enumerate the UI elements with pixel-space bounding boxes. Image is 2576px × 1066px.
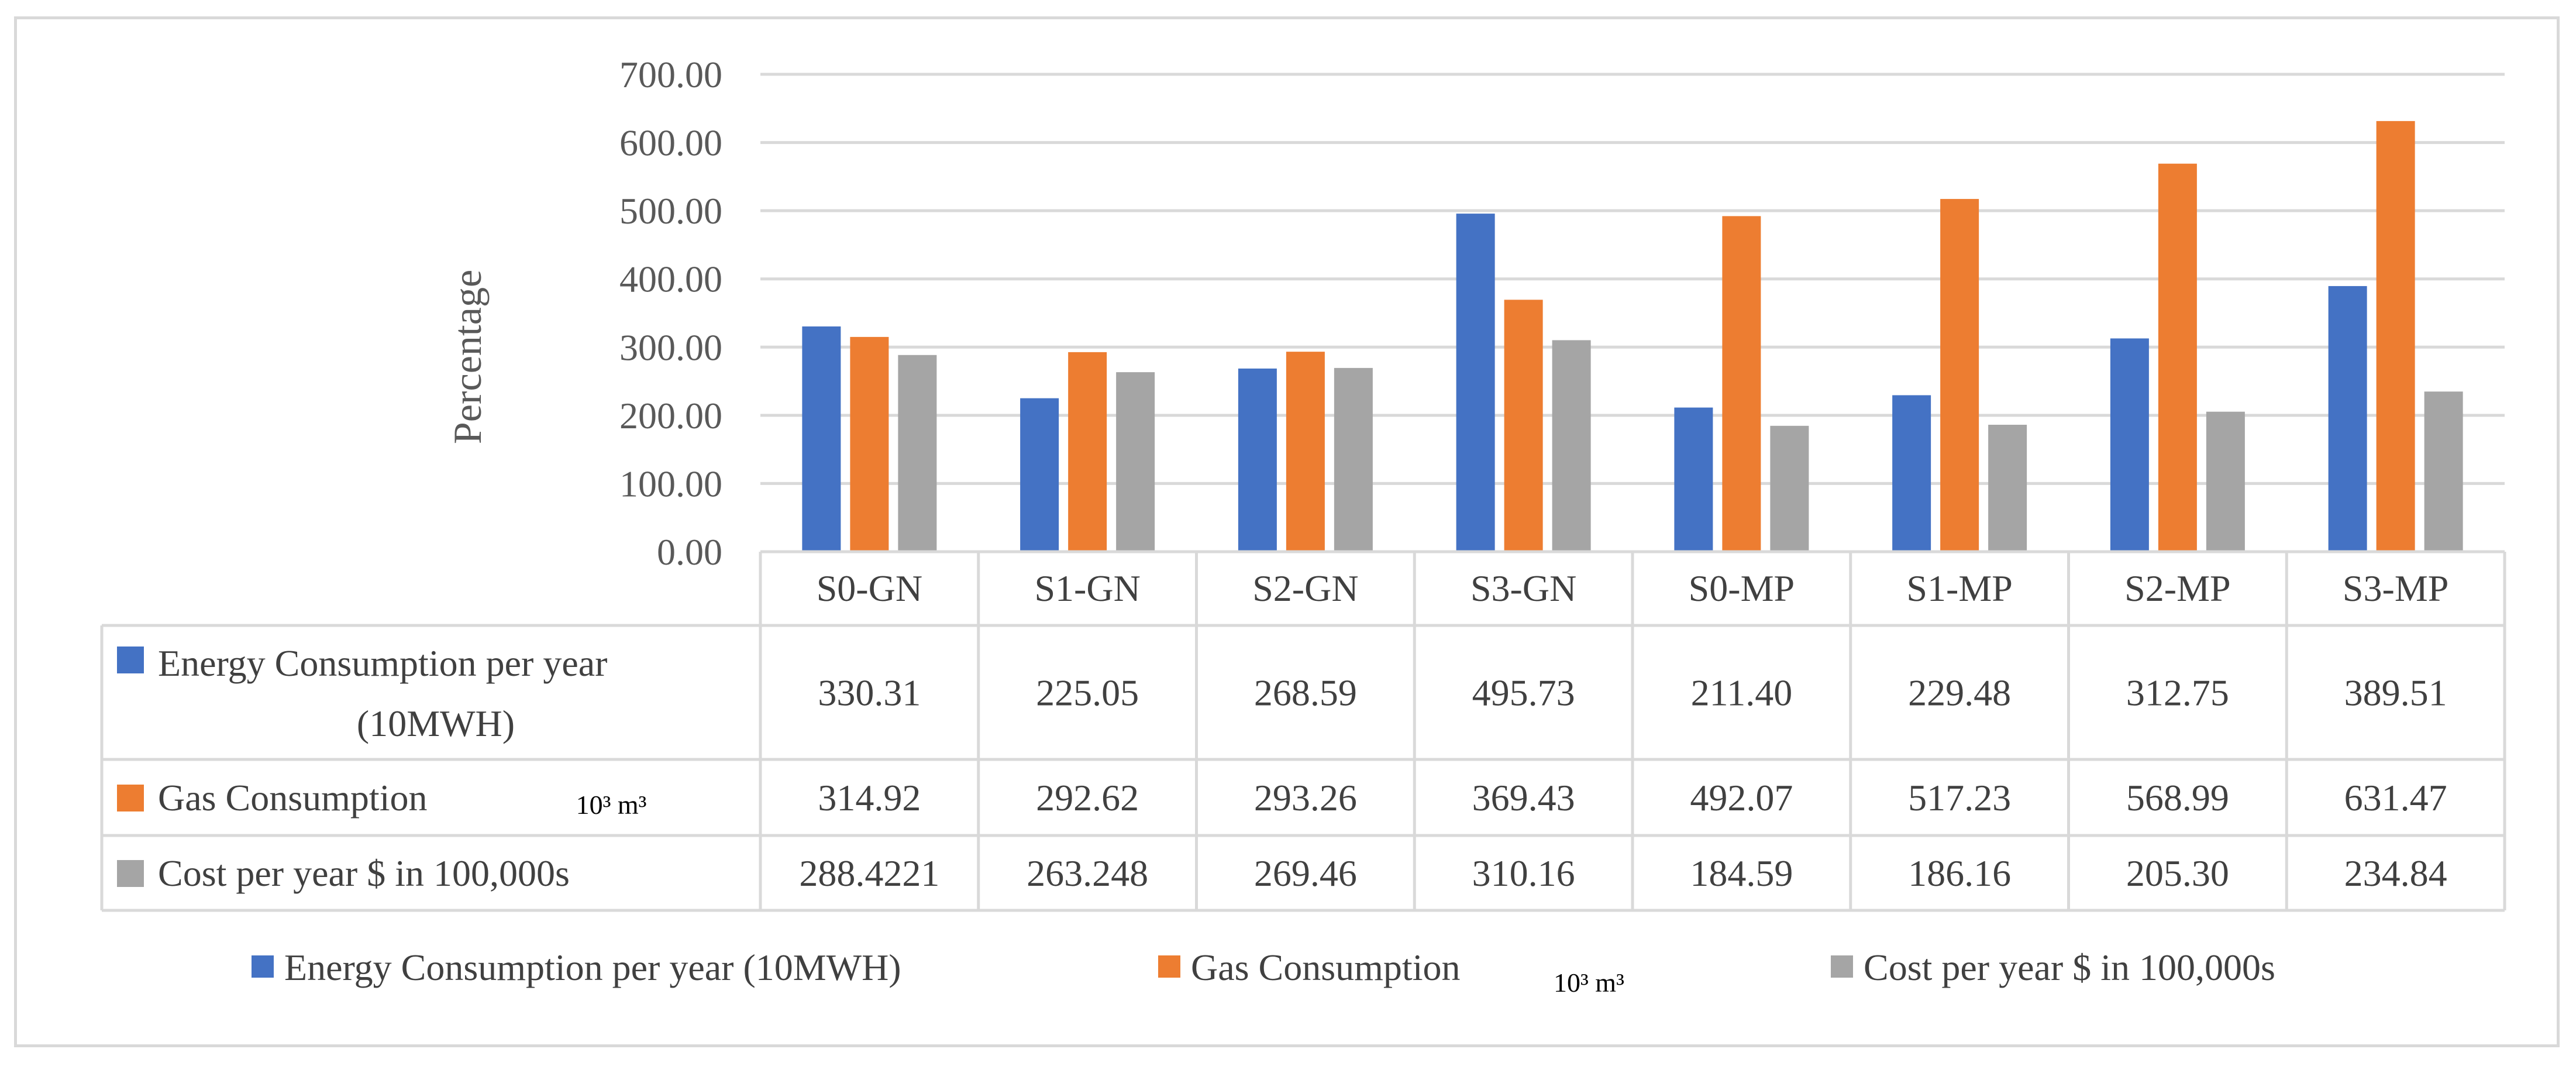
x-tick-label: S0-GN	[817, 568, 922, 609]
bar-2	[2376, 121, 2415, 552]
table-row-label: (10MWH)	[357, 703, 515, 744]
y-axis-ticks: 0.00 100.00 200.00 300.00 400.00 500.00 600.00…	[619, 54, 722, 573]
x-tick-label: S3-MP	[2343, 568, 2448, 609]
table-value: 211.40	[1691, 672, 1793, 714]
table-row-label: Gas Consumption	[158, 777, 427, 819]
table-value: 314.92	[818, 777, 921, 819]
table-value: 492.07	[1690, 777, 1793, 819]
table-value: 263.248	[1027, 852, 1148, 894]
y-axis-label: Percentage	[445, 270, 490, 444]
bar-3	[1116, 372, 1155, 552]
y-tick-label: 100.00	[619, 463, 722, 504]
table-value: 269.46	[1254, 852, 1357, 894]
legend-label: Energy Consumption per year (10MWH)	[284, 947, 901, 988]
table-row-label: Energy Consumption per year	[158, 642, 607, 684]
table-value: 184.59	[1690, 852, 1793, 894]
table-legend-key	[117, 785, 144, 811]
bar-2	[1504, 300, 1543, 552]
legend-label: Cost per year $ in 100,000s	[1864, 947, 2275, 988]
x-tick-label: S0-MP	[1689, 568, 1795, 609]
y-tick-label: 600.00	[619, 122, 722, 164]
legend-key	[1831, 955, 1853, 978]
table-value: 495.73	[1472, 672, 1575, 714]
x-tick-label: S2-GN	[1252, 568, 1358, 609]
bar-1	[1892, 395, 1931, 552]
table-value: 234.84	[2344, 852, 2447, 894]
bar-1	[1020, 398, 1059, 552]
data-table: S0-GN S1-GN S2-GN S3-GN S0-MP S1-MP S2-MP S3-MP…	[100, 550, 2506, 912]
table-value: 288.4221	[799, 852, 939, 894]
bar-3	[2206, 411, 2245, 552]
table-value: 369.43	[1472, 777, 1575, 819]
table-value: 293.26	[1254, 777, 1357, 819]
bar-1	[1238, 368, 1277, 552]
table-value: 312.75	[2126, 672, 2229, 714]
table-value: 268.59	[1254, 672, 1357, 714]
bar-1	[802, 326, 841, 552]
bars	[802, 121, 2463, 552]
bar-1	[2110, 338, 2149, 552]
x-tick-label: S1-GN	[1034, 568, 1140, 609]
bar-3	[2424, 391, 2463, 552]
table-value: 389.51	[2344, 672, 2447, 714]
bar-2	[850, 336, 889, 552]
table-value: 568.99	[2126, 777, 2229, 819]
bar-2	[2158, 163, 2197, 552]
bar-2	[1286, 352, 1325, 552]
bar-3	[1552, 340, 1591, 552]
table-value: 330.31	[818, 672, 921, 714]
bar-3	[1770, 425, 1809, 552]
x-tick-label: S1-MP	[1906, 568, 2012, 609]
y-tick-label: 500.00	[619, 190, 722, 232]
table-row-label: Cost per year $ in 100,000s	[158, 852, 570, 894]
table-value: 205.30	[2126, 852, 2229, 894]
bar-3	[1988, 424, 2027, 552]
table-value: 225.05	[1036, 672, 1139, 714]
y-tick-label: 300.00	[619, 326, 722, 368]
legend: Energy Consumption per year (10MWH) Gas C…	[252, 947, 2275, 998]
table-legend-key	[117, 860, 144, 887]
legend-label: Gas Consumption	[1191, 947, 1460, 988]
table-value: 517.23	[1908, 777, 2011, 819]
x-tick-label: S2-MP	[2124, 568, 2230, 609]
bar-2	[1068, 352, 1107, 552]
y-tick-label: 200.00	[619, 395, 722, 436]
table-legend-key	[117, 647, 144, 673]
bar-1	[2328, 286, 2367, 552]
bar-3	[1334, 367, 1373, 552]
legend-unit: 10³ m³	[1554, 968, 1624, 998]
y-tick-label: 0.00	[657, 531, 722, 573]
y-tick-label: 400.00	[619, 259, 722, 300]
legend-key	[252, 955, 274, 978]
bar-1	[1456, 214, 1495, 552]
legend-key	[1158, 955, 1180, 978]
table-value: 631.47	[2344, 777, 2447, 819]
table-value: 186.16	[1908, 852, 2011, 894]
x-tick-label: S3-GN	[1470, 568, 1576, 609]
bar-2	[1940, 199, 1979, 552]
bar-3	[898, 355, 937, 552]
table-value: 292.62	[1036, 777, 1139, 819]
table-value: 310.16	[1472, 852, 1575, 894]
table-unit-label: 10³ m³	[576, 790, 647, 820]
table-value: 229.48	[1908, 672, 2011, 714]
bar-1	[1674, 407, 1713, 552]
y-tick-label: 700.00	[619, 54, 722, 95]
bar-2	[1722, 216, 1761, 552]
